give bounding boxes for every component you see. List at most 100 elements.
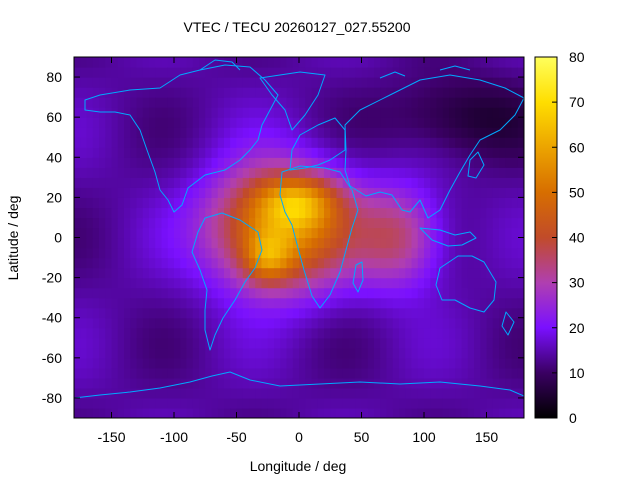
heatmap-cell (461, 57, 469, 68)
heatmap-cell (474, 87, 481, 98)
heatmap-cell (80, 327, 88, 339)
heatmap-cell (111, 167, 119, 178)
colorbar-tick-label: 70 (569, 94, 585, 110)
heatmap-cell (374, 307, 381, 319)
heatmap-cell (211, 87, 219, 98)
heatmap-cell (492, 87, 500, 98)
heatmap-cell (436, 357, 444, 369)
heatmap-cell (317, 57, 325, 68)
heatmap-cell (111, 347, 119, 359)
heatmap-cell (299, 147, 306, 158)
heatmap-cell (480, 177, 488, 188)
heatmap-cell (517, 207, 524, 219)
heatmap-cell (274, 217, 281, 229)
heatmap-cell (192, 107, 200, 118)
heatmap-cell (480, 67, 488, 78)
heatmap-cell (261, 287, 269, 299)
heatmap-cell (517, 67, 524, 78)
heatmap-cell (455, 157, 463, 168)
heatmap-cell (511, 287, 519, 299)
heatmap-cell (386, 387, 394, 399)
heatmap-cell (461, 367, 469, 379)
heatmap-cell (430, 57, 438, 68)
heatmap-cell (405, 227, 413, 239)
heatmap-cell (311, 317, 319, 329)
heatmap-cell (86, 247, 94, 259)
heatmap-cell (399, 367, 406, 379)
heatmap-cell (342, 397, 350, 409)
heatmap-cell (324, 397, 331, 409)
heatmap-cell (136, 187, 144, 198)
heatmap-cell (211, 287, 219, 299)
heatmap-cell (417, 287, 425, 299)
heatmap-cell (186, 267, 194, 279)
heatmap-cell (149, 257, 156, 269)
heatmap-cell (124, 147, 131, 158)
heatmap-cell (411, 257, 419, 269)
heatmap-cell (292, 387, 300, 399)
heatmap-cell (324, 237, 331, 249)
heatmap-cell (149, 97, 156, 108)
heatmap-cell (117, 187, 125, 198)
heatmap-cell (136, 387, 144, 399)
heatmap-cell (117, 267, 125, 279)
heatmap-cell (261, 357, 269, 369)
heatmap-cell (380, 97, 388, 108)
heatmap-cell (180, 257, 188, 269)
heatmap-cell (417, 397, 425, 409)
heatmap-cell (467, 87, 475, 98)
heatmap-cell (436, 117, 444, 128)
heatmap-cell (292, 97, 300, 108)
heatmap-cell (92, 307, 100, 319)
heatmap-cell (80, 297, 88, 309)
heatmap-cell (392, 317, 400, 329)
heatmap-cell (267, 207, 275, 219)
heatmap-cell (249, 167, 256, 178)
heatmap-cell (74, 407, 81, 418)
heatmap-cell (492, 77, 500, 88)
heatmap-cell (142, 267, 150, 279)
heatmap-cell (305, 117, 313, 128)
heatmap-cell (449, 197, 456, 209)
heatmap-cell (486, 387, 494, 399)
heatmap-cell (449, 217, 456, 229)
heatmap-cell (299, 397, 306, 409)
heatmap-cell (305, 367, 313, 379)
heatmap-cell (499, 407, 506, 418)
heatmap-cell (361, 347, 369, 359)
heatmap-cell (286, 137, 294, 148)
heatmap-cell (286, 387, 294, 399)
heatmap-cell (392, 307, 400, 319)
heatmap-cell (80, 407, 88, 418)
heatmap-cell (349, 107, 356, 118)
heatmap-cell (124, 77, 131, 88)
heatmap-cell (349, 377, 356, 389)
heatmap-cell (436, 277, 444, 289)
heatmap-cell (217, 287, 225, 299)
heatmap-cell (74, 317, 81, 329)
heatmap-cell (474, 207, 481, 219)
heatmap-cell (149, 277, 156, 289)
heatmap-cell (424, 157, 431, 168)
heatmap-cell (274, 97, 281, 108)
heatmap-cell (424, 197, 431, 209)
heatmap-cell (480, 257, 488, 269)
heatmap-cell (236, 237, 244, 249)
heatmap-cell (292, 57, 300, 68)
heatmap-cell (192, 217, 200, 229)
heatmap-cell (167, 307, 175, 319)
heatmap-cell (117, 217, 125, 229)
heatmap-cell (455, 127, 463, 138)
heatmap-cell (255, 347, 263, 359)
heatmap-cell (74, 387, 81, 399)
heatmap-cell (236, 297, 244, 309)
heatmap-cell (367, 217, 375, 229)
heatmap-cell (199, 97, 206, 108)
heatmap-cell (442, 327, 450, 339)
heatmap-cell (192, 397, 200, 409)
heatmap-cell (274, 287, 281, 299)
heatmap-cell (161, 287, 169, 299)
heatmap-cell (80, 77, 88, 88)
heatmap-cell (355, 357, 363, 369)
heatmap-cell (186, 167, 194, 178)
